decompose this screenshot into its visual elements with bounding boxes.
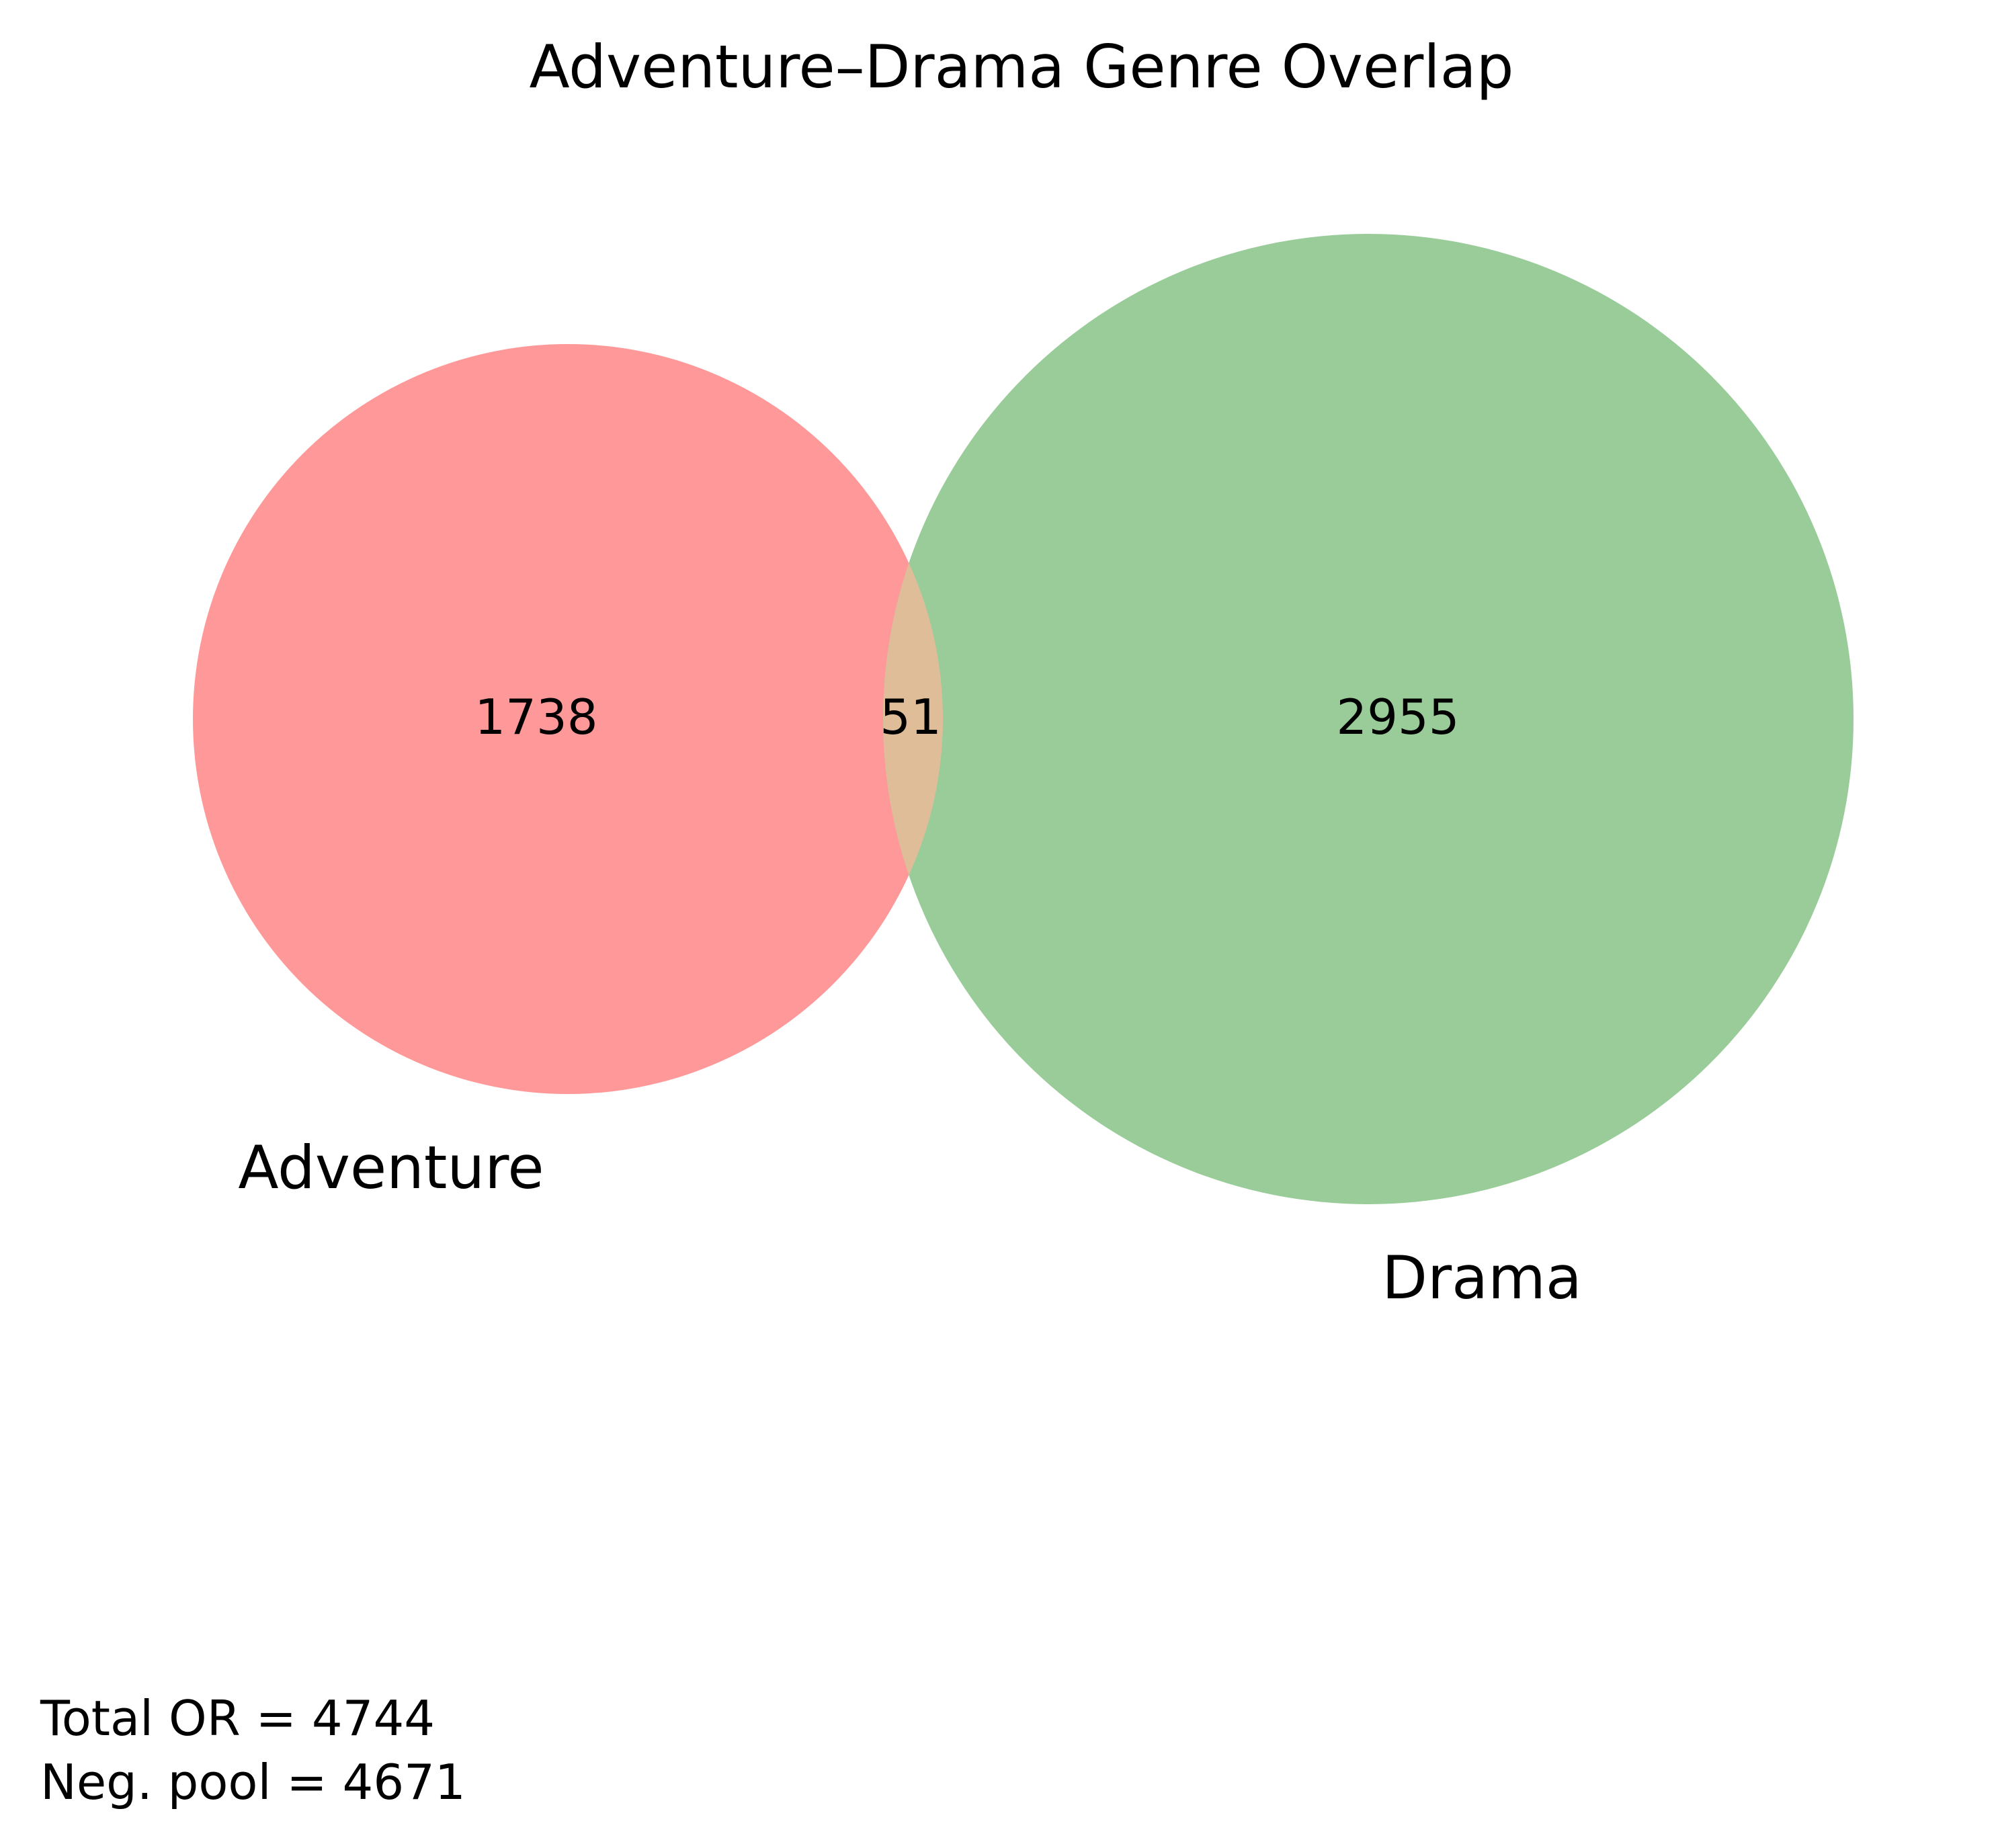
drama-circle bbox=[883, 234, 1854, 1204]
drama-only-count: 2955 bbox=[1336, 689, 1459, 745]
adventure-set-label: Adventure bbox=[238, 1133, 544, 1202]
total-or-stat: Total OR = 4744 bbox=[40, 1690, 435, 1747]
adventure-only-count: 1738 bbox=[474, 689, 597, 745]
diagram-title: Adventure–Drama Genre Overlap bbox=[529, 32, 1513, 101]
drama-set-label: Drama bbox=[1382, 1243, 1582, 1312]
intersection-count: 51 bbox=[880, 689, 942, 745]
adventure-circle bbox=[193, 344, 943, 1094]
neg-pool-stat: Neg. pool = 4671 bbox=[40, 1754, 466, 1810]
